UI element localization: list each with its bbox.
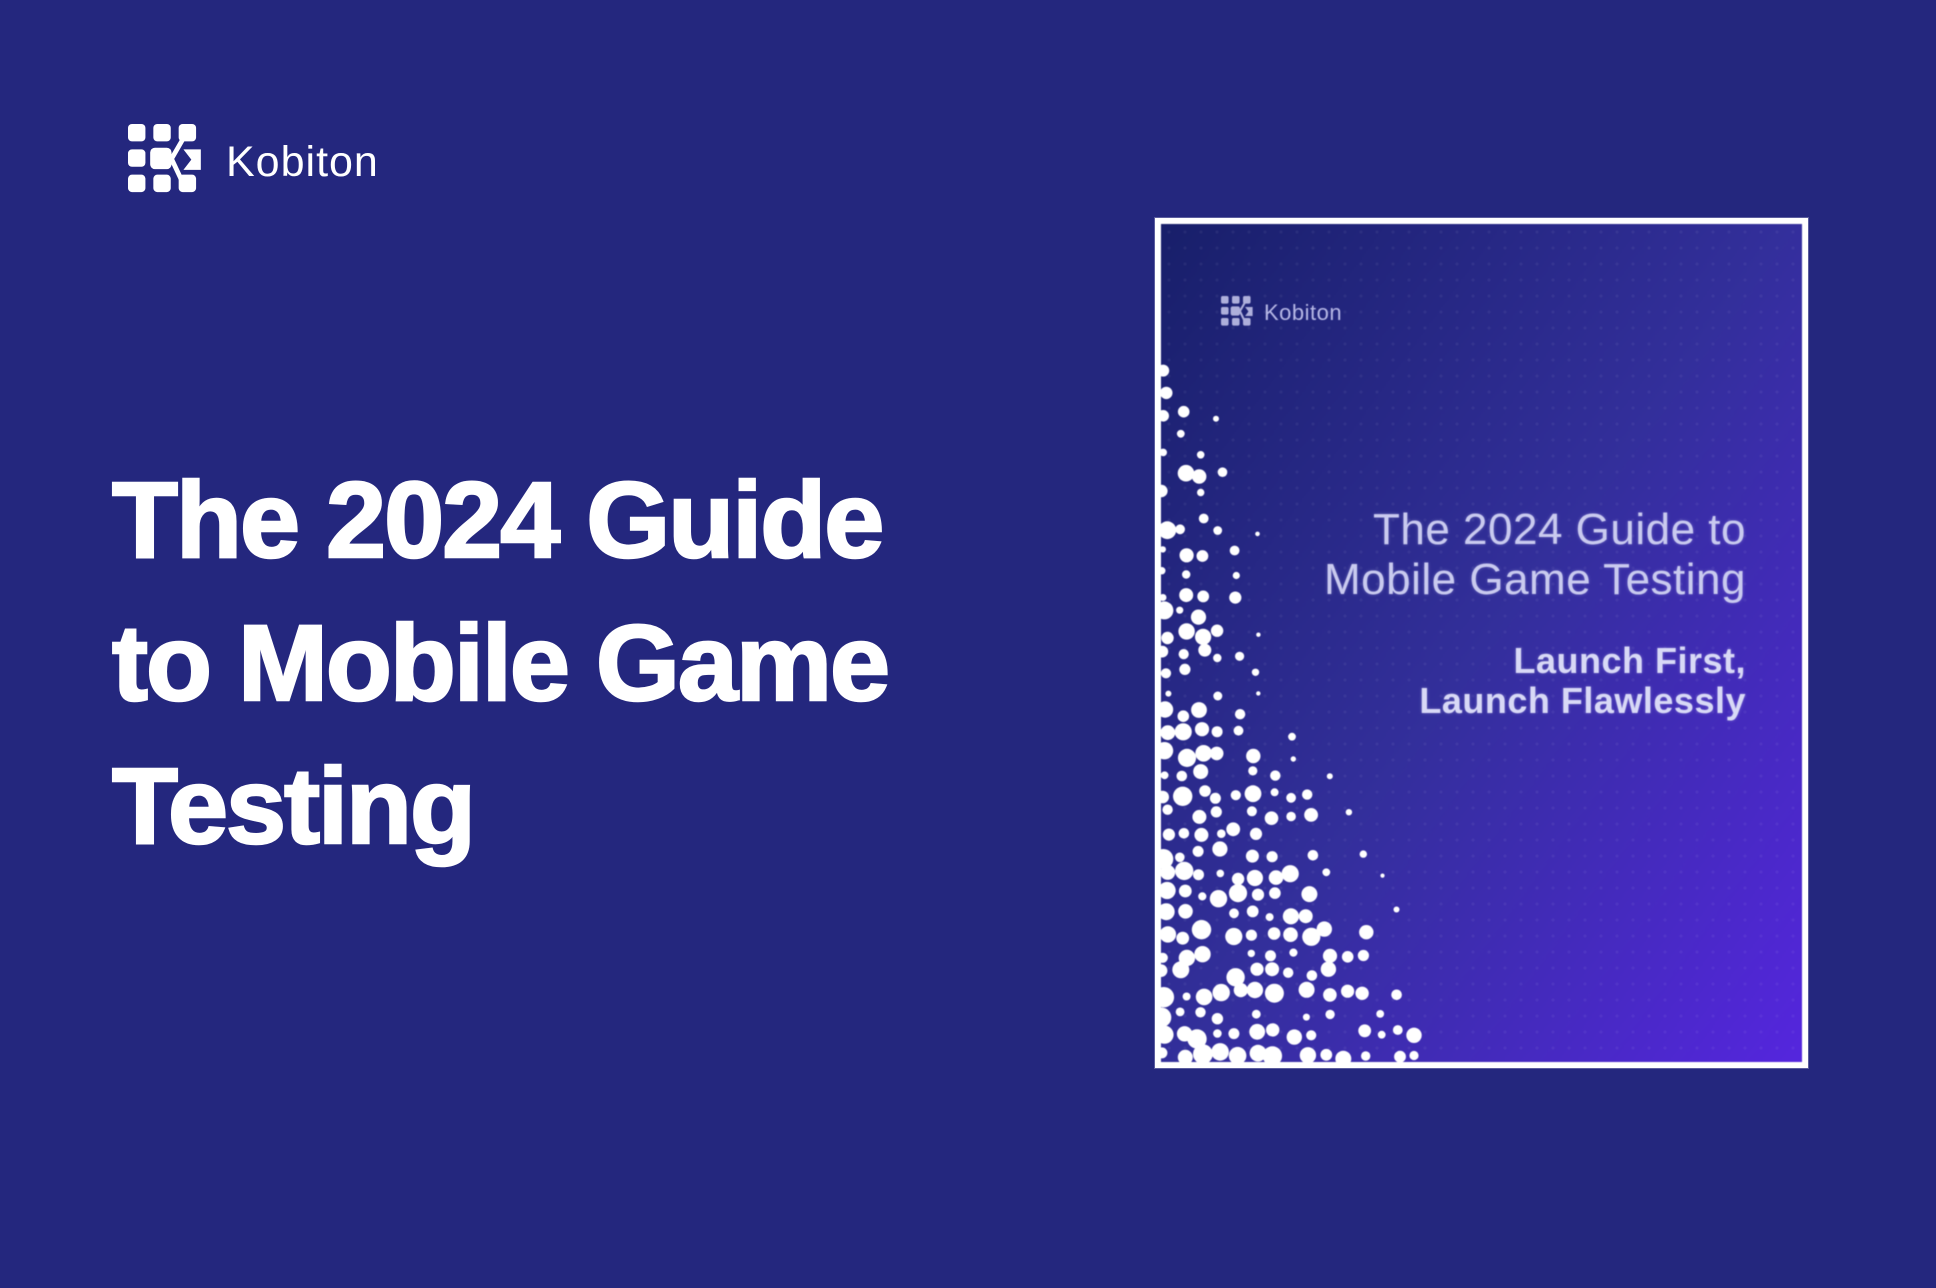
cover-brand-lockup: Kobiton — [1221, 296, 1342, 329]
brand-wordmark: Kobiton — [226, 137, 379, 186]
page-title: The 2024 Guide to Mobile Game Testing — [111, 448, 892, 877]
page-title-line-1: The 2024 Guide — [111, 458, 886, 582]
page-title-line-2: to Mobile Game — [111, 601, 892, 725]
cover-subtitle-line-1: Launch First, — [1513, 640, 1746, 681]
cover-kobiton-logo-icon — [1221, 296, 1254, 329]
cover-brand-wordmark: Kobiton — [1264, 299, 1343, 325]
cover-subtitle-line-2: Launch Flawlessly — [1419, 680, 1746, 721]
ebook-cover-art: Kobiton The 2024 Guide to Mobile Game Te… — [1161, 224, 1802, 1062]
cover-subtitle: Launch First, Launch Flawlessly — [1419, 641, 1746, 721]
page-title-line-3: Testing — [111, 744, 478, 868]
brand-lockup: Kobiton — [128, 124, 379, 200]
cover-title-line-2: Mobile Game Testing — [1324, 555, 1746, 604]
ebook-cover: Kobiton The 2024 Guide to Mobile Game Te… — [1155, 218, 1808, 1068]
cover-title-line-1: The 2024 Guide to — [1373, 505, 1746, 554]
kobiton-logo-icon — [128, 124, 204, 200]
cover-title: The 2024 Guide to Mobile Game Testing — [1324, 505, 1746, 605]
halftone-dots-pattern — [1161, 364, 1422, 1062]
